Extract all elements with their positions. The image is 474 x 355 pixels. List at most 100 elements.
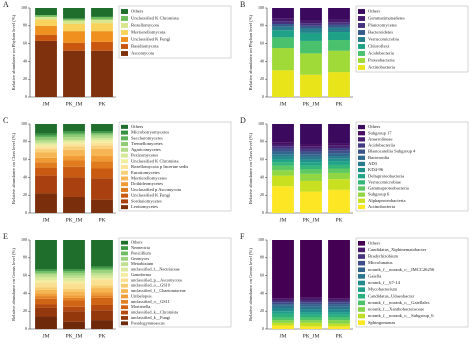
bar-segment [63,196,85,213]
bar-segment [35,289,57,294]
bar-segment [300,20,322,24]
bar-segment [300,320,322,323]
bar-segment [63,300,85,307]
bar-segment [63,31,85,43]
bar-segment [328,22,350,25]
y-axis-label: Relative abundance on Class level (%) [11,133,16,205]
bar-segment [328,27,350,33]
legend-label: Others [368,124,380,129]
y-tick-label: 80 [23,255,27,260]
bar-segment [35,162,57,168]
legend-label: Others [131,240,143,245]
y-tick-label: 0 [25,94,27,99]
bar-segment [35,142,57,145]
bar-segment [272,300,294,303]
y-tick-label: 0 [262,94,264,99]
y-axis-label: Relative abundance on Genus level (%) [248,248,253,321]
bar-segment [272,186,294,213]
bar-segment [63,283,85,289]
legend-label: Rozellomycota [131,23,159,28]
x-tick-label: PK_JM [66,333,83,339]
y-tick-label: 40 [23,174,27,179]
bar-segment [63,137,85,141]
bar-segment [91,272,113,276]
y-tick-label: 100 [258,121,264,126]
bar-segment [272,8,294,19]
bar-segment [63,166,85,178]
bar-segment [63,295,85,298]
legend-swatch [358,16,365,21]
legend-box [355,5,469,73]
bar-segment [300,312,322,315]
legend-label: Leotiomycetes [131,204,158,209]
legend-swatch [121,130,128,135]
bar-segment [300,304,322,307]
legend-swatch [358,267,365,273]
legend-swatch [121,187,128,192]
legend-swatch [121,142,128,147]
legend-label: Sordariomycetes [131,198,162,203]
legend-label: Mortierella [131,304,150,309]
legend-box [118,5,232,59]
bar-segment [63,269,85,272]
panel: D Relative abundance on Class level (%) 0 2… [240,116,469,223]
bar-segment [63,156,85,161]
legend-label: Actinobacteria [368,65,395,70]
x-tick-label: PK [98,101,105,107]
panel-label: C [3,116,8,125]
legend-swatch [358,254,365,259]
x-tick-label: JM [42,101,49,107]
bar-segment [63,146,85,150]
legend-swatch [121,170,128,175]
bar-segment [35,296,57,299]
bar-segment [300,146,322,149]
bar-segment [328,40,350,51]
bar-segment [35,146,57,149]
bar-segment [35,25,57,35]
legend-swatch [121,9,128,14]
bar-segment [328,309,350,313]
y-tick-label: 60 [260,41,264,46]
legend-label: Eurotiomycetes [131,170,160,175]
y-tick-label: 20 [23,192,27,197]
y-tick-label: 100 [21,5,27,10]
legend-label: Others [368,240,380,245]
legend-swatch [121,147,128,152]
legend-swatch [121,153,128,158]
legend-label: unclassified_f__Chaetomiaceae [131,288,186,293]
x-tick-label: JM [279,333,286,339]
bar-segment [272,24,294,27]
legend-swatch [121,310,128,315]
bar-segment [300,173,322,181]
legend-label: Mortierellomycota [131,30,165,35]
bar-segment [63,280,85,284]
legend-swatch [358,313,365,319]
y-tick-label: 0 [262,210,264,215]
legend-label: Microlunatus [368,260,393,265]
bar-segment [300,191,322,213]
legend-swatch [358,9,365,14]
bar-segment [63,160,85,167]
y-tick-label: 60 [260,273,264,278]
bar-segment [328,302,350,305]
bar-segment [300,302,322,305]
bar-segment [328,304,350,307]
legend-label: Planctomycetes [368,23,397,28]
bar-segment [300,8,322,21]
bar-segment [91,285,113,289]
legend-label: Verrucomicrobia [368,37,399,42]
bar-segment [35,287,57,290]
bar-segment [35,137,57,141]
bar-segment [272,240,294,299]
bar-segment [272,322,294,326]
legend-swatch [358,174,365,179]
bar-segment [328,24,350,28]
legend-label: Saccharomycetes [131,135,163,140]
bar-segment [272,170,294,176]
bar-segment [35,133,57,136]
x-tick-label: PK [335,101,342,107]
legend-label: Actinobacteria [368,204,395,209]
bar-segment [35,277,57,281]
bar-segment [35,135,57,138]
